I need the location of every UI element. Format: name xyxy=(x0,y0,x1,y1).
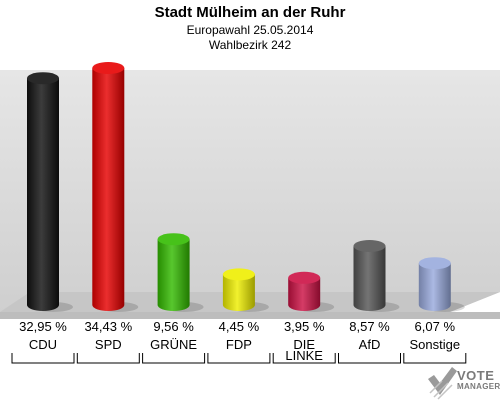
category-label: AfD xyxy=(359,337,381,352)
value-label: 8,57 % xyxy=(349,319,390,334)
bar-fdp xyxy=(222,274,255,311)
chart-base xyxy=(0,312,500,319)
category-label: SPD xyxy=(95,337,122,352)
category-bracket xyxy=(207,353,271,364)
bar-top xyxy=(288,271,321,284)
category-bracket xyxy=(338,353,401,364)
chart-title: Stadt Mülheim an der Ruhr xyxy=(154,4,346,21)
bar-sonstige xyxy=(418,263,451,311)
category-label: CDU xyxy=(29,337,57,352)
value-label: 32,95 % xyxy=(19,319,67,334)
bar-grüne xyxy=(157,239,190,311)
bar-top xyxy=(157,233,190,246)
logo-text-manager: MANAGER xyxy=(457,382,500,391)
bar-top xyxy=(27,72,59,85)
value-label: 3,95 % xyxy=(284,319,325,334)
category-label: GRÜNE xyxy=(150,337,197,352)
category-bracket xyxy=(142,353,206,364)
category-bracket xyxy=(403,353,467,364)
category-label: FDP xyxy=(226,337,252,352)
bar-die-linke xyxy=(288,277,321,311)
bar-top xyxy=(353,240,386,253)
value-label: 6,07 % xyxy=(415,319,456,334)
value-label: 34,43 % xyxy=(84,319,132,334)
category-bracket xyxy=(11,353,75,364)
bar-afd xyxy=(353,246,386,311)
bar-top xyxy=(92,62,125,74)
bar-top xyxy=(222,268,255,281)
value-label: 4,45 % xyxy=(219,319,260,334)
bar-top xyxy=(418,257,451,270)
vote-manager-logo xyxy=(428,367,457,400)
category-label: Sonstige xyxy=(410,337,461,352)
category-label: DIE xyxy=(293,337,315,352)
category-label: LINKE xyxy=(285,348,323,363)
chart-subtitle: Europawahl 25.05.2014 xyxy=(186,23,314,37)
bar-spd xyxy=(92,68,125,311)
logo-text-vote: VOTE xyxy=(457,368,495,383)
bar-cdu xyxy=(27,78,59,312)
category-bracket xyxy=(76,353,140,364)
checkmark-icon xyxy=(428,367,457,400)
value-label: 9,56 % xyxy=(153,319,194,334)
chart-subtitle-2: Wahlbezirk 242 xyxy=(208,38,292,52)
category-bracket xyxy=(272,353,336,364)
